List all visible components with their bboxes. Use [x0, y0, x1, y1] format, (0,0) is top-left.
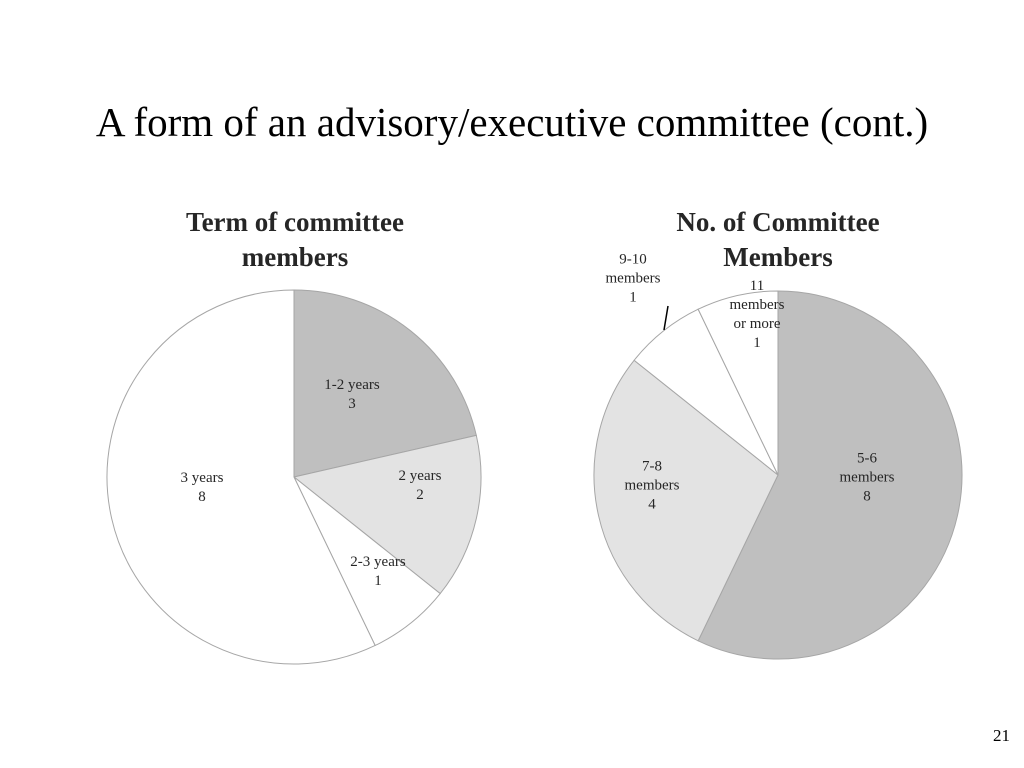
term-value-label: 3 [348, 396, 356, 412]
members-category-label: 9-10 [619, 251, 647, 267]
members-value-label: 1 [753, 335, 761, 351]
term-data-label-3-years: 3 years 8 [181, 470, 224, 505]
members-slice-5-6-members [697, 290, 963, 660]
members-data-label-9-10-members: 9-10 members 1 [606, 251, 661, 305]
members-value-label: 4 [648, 496, 656, 512]
members-category-label: members [730, 297, 785, 313]
slide-title: A form of an advisory/executive committe… [95, 99, 929, 145]
term-slice-2-years [292, 434, 482, 595]
members-data-label-5-6-members: 5-6 members 8 [840, 450, 895, 504]
term-chart-title-line-1: Term of committee [186, 207, 404, 237]
members-category-label: members [840, 469, 895, 485]
members-slice-7-8-members [593, 359, 779, 642]
members-chart-title-line-1: No. of Committee [676, 207, 880, 237]
term-value-label: 2 [416, 487, 424, 503]
members-category-label: 7-8 [642, 458, 662, 474]
members-value-label: 8 [863, 488, 871, 504]
members-slice-11-members-or-more [697, 290, 779, 476]
term-slice-1-2-years [293, 289, 477, 478]
members-leader-line [663, 305, 669, 331]
term-chart-title-line-2: members [241, 242, 349, 272]
members-category-label: 5-6 [857, 450, 877, 466]
term-category-label: 3 years [181, 470, 224, 486]
members-data-label-11-members-or-more: 11 members or more 1 [730, 278, 785, 351]
term-chart-title: Term of committee members [145, 205, 445, 275]
members-category-label: members [625, 477, 680, 493]
members-value-label: 1 [629, 289, 637, 305]
members-category-label: members [606, 270, 661, 286]
members-chart-title: No. of Committee Members [628, 205, 928, 275]
members-chart-title-line-2: Members [723, 242, 833, 272]
members-data-label-7-8-members: 7-8 members 4 [625, 458, 680, 512]
term-value-label: 8 [198, 489, 206, 505]
term-data-label-2-3-years: 2-3 years 1 [350, 554, 406, 589]
term-slice-3-years [106, 289, 376, 665]
members-category-label: or more [733, 316, 780, 332]
term-data-label-2-years: 2 years 2 [399, 468, 442, 503]
term-category-label: 1-2 years [324, 377, 380, 393]
members-category-label: 11 [750, 278, 764, 294]
term-value-label: 1 [374, 573, 382, 589]
term-category-label: 2-3 years [350, 554, 406, 570]
term-data-label-1-2-years: 1-2 years 3 [324, 377, 380, 412]
page-number: 21 [993, 726, 1010, 745]
term-category-label: 2 years [399, 468, 442, 484]
